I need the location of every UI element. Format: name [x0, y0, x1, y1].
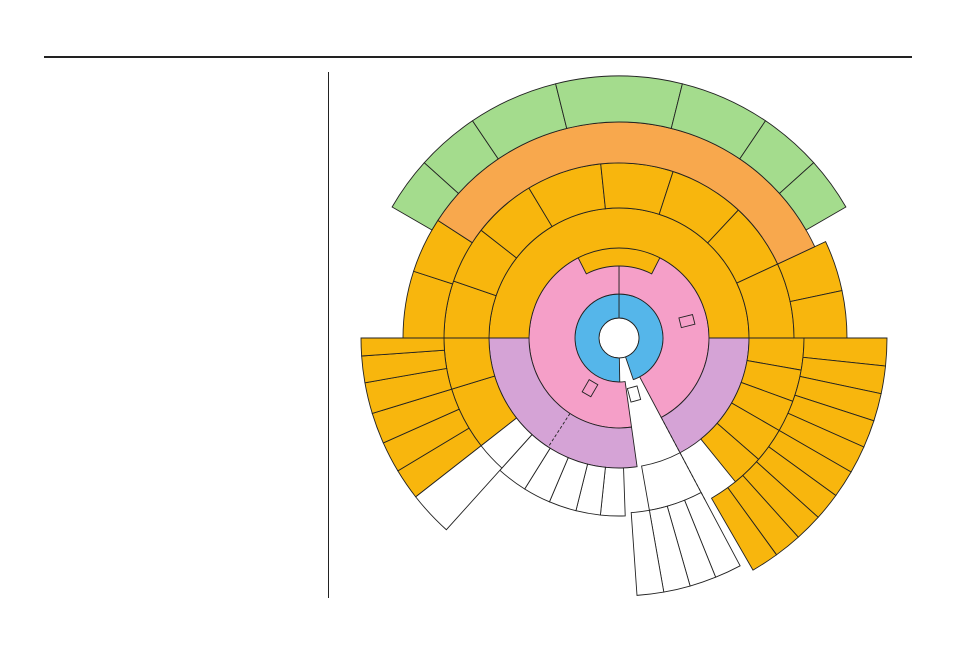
- ring-5-empty-left-segment: [415, 445, 503, 531]
- marker-box: [581, 379, 599, 398]
- ring-5-empty-right-segment: [630, 509, 665, 596]
- marker-box: [678, 313, 696, 329]
- sunburst-connectors: [547, 413, 707, 502]
- top-rule: [44, 56, 912, 58]
- upper-gold-outer-right-segment: [789, 290, 848, 339]
- sunburst-markers: [581, 313, 696, 403]
- vertical-divider: [328, 72, 329, 598]
- marker-box: [626, 385, 642, 403]
- dashed-connector: [660, 417, 707, 502]
- green-ring-segment: [778, 162, 847, 231]
- dashed-connector: [547, 413, 571, 448]
- sunburst-segments: [360, 75, 888, 596]
- green-ring-segment: [555, 75, 683, 129]
- ring-5-right-segment: [710, 487, 778, 571]
